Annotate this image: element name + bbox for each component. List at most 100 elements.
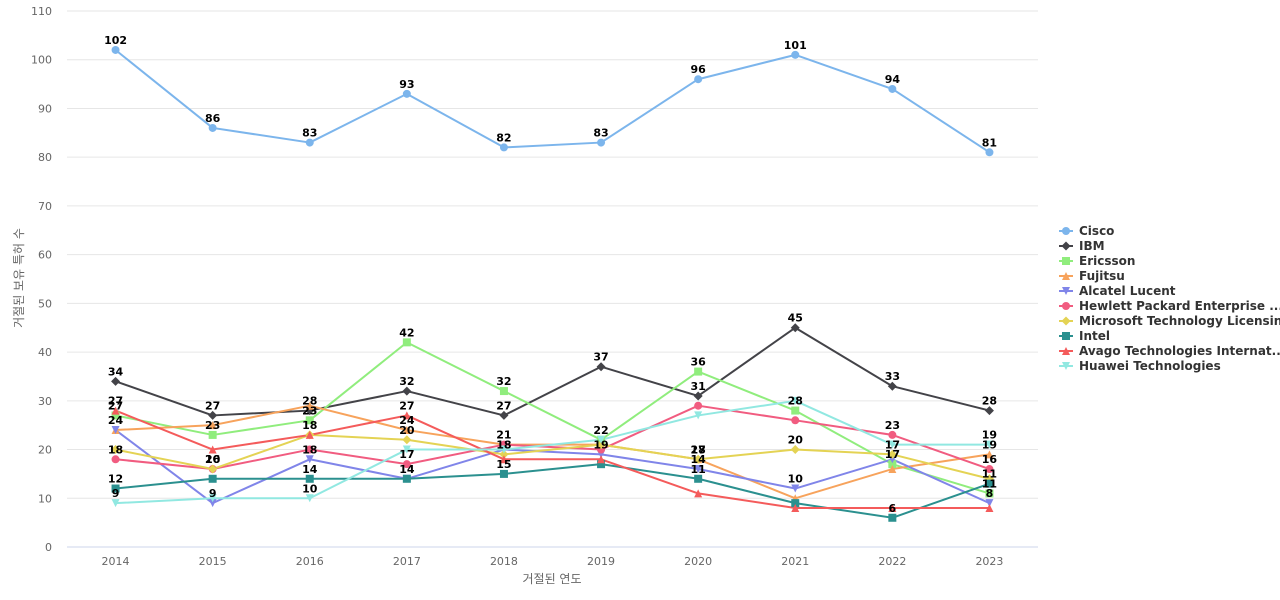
data-point-intel[interactable] [791, 499, 800, 508]
data-point-avago-technologies-internat[interactable] [305, 430, 314, 439]
data-point-fujitsu[interactable] [208, 421, 217, 430]
data-point-huawei-technologies[interactable] [694, 411, 703, 420]
data-point-cisco[interactable] [402, 89, 411, 98]
data-point-fujitsu[interactable] [305, 401, 314, 410]
data-point-fujitsu[interactable] [985, 450, 994, 459]
data-point-ericsson[interactable] [208, 430, 217, 439]
data-point-intel[interactable] [208, 474, 217, 483]
data-point-intel[interactable] [694, 474, 703, 483]
data-point-ericsson[interactable] [402, 338, 411, 347]
data-point-hewlett-packard-enterprise[interactable] [402, 460, 411, 469]
data-point-intel[interactable] [305, 474, 314, 483]
data-point-microsoft-technology-licensing[interactable] [887, 449, 897, 459]
data-point-avago-technologies-internat[interactable] [791, 504, 800, 513]
data-point-cisco[interactable] [888, 84, 897, 93]
data-point-hewlett-packard-enterprise[interactable] [985, 465, 994, 474]
legend-item-ericsson[interactable]: Ericsson [1059, 254, 1135, 268]
legend-item-alcatel-lucent[interactable]: Alcatel Lucent [1059, 284, 1176, 298]
data-point-intel[interactable] [597, 460, 606, 469]
data-point-cisco[interactable] [597, 138, 606, 147]
data-point-microsoft-technology-licensing[interactable] [790, 445, 800, 455]
series-line-hewlett-packard-enterprise[interactable] [114, 404, 991, 471]
data-point-ibm[interactable] [402, 386, 412, 396]
data-point-cisco[interactable] [985, 148, 994, 157]
series-line-cisco[interactable] [114, 48, 991, 154]
data-point-alcatel-lucent[interactable] [985, 499, 994, 508]
data-point-avago-technologies-internat[interactable] [402, 411, 411, 420]
series-line-huawei-technologies[interactable] [114, 399, 991, 505]
data-point-alcatel-lucent[interactable] [694, 465, 703, 474]
data-point-huawei-technologies[interactable] [985, 440, 994, 449]
data-point-ibm[interactable] [984, 406, 994, 416]
data-point-huawei-technologies[interactable] [888, 440, 897, 449]
data-point-hewlett-packard-enterprise[interactable] [694, 401, 703, 410]
data-point-cisco[interactable] [791, 50, 800, 59]
data-point-cisco[interactable] [208, 123, 217, 132]
data-point-alcatel-lucent[interactable] [208, 499, 217, 508]
data-point-ibm[interactable] [111, 376, 121, 386]
data-point-alcatel-lucent[interactable] [305, 455, 314, 464]
data-point-hewlett-packard-enterprise[interactable] [888, 430, 897, 439]
series-line-microsoft-technology-licensing[interactable] [114, 433, 991, 480]
data-point-avago-technologies-internat[interactable] [694, 489, 703, 498]
data-point-avago-technologies-internat[interactable] [888, 504, 897, 513]
series-line-avago-technologies-internat[interactable] [114, 409, 991, 510]
data-point-ericsson[interactable] [985, 489, 994, 498]
data-point-alcatel-lucent[interactable] [888, 455, 897, 464]
data-point-ericsson[interactable] [694, 367, 703, 376]
data-point-huawei-technologies[interactable] [305, 494, 314, 503]
data-point-ericsson[interactable] [499, 387, 508, 396]
data-point-fujitsu[interactable] [402, 426, 411, 435]
data-point-cisco[interactable] [499, 143, 508, 152]
data-point-ericsson[interactable] [888, 460, 897, 469]
data-point-avago-technologies-internat[interactable] [111, 406, 120, 415]
data-point-ibm[interactable] [693, 391, 703, 401]
data-point-microsoft-technology-licensing[interactable] [111, 445, 121, 455]
data-point-ibm[interactable] [596, 362, 606, 372]
data-point-intel[interactable] [402, 474, 411, 483]
data-point-alcatel-lucent[interactable] [791, 484, 800, 493]
data-point-avago-technologies-internat[interactable] [499, 455, 508, 464]
data-point-hewlett-packard-enterprise[interactable] [305, 445, 314, 454]
data-point-ibm[interactable] [208, 410, 218, 420]
data-point-huawei-technologies[interactable] [111, 499, 120, 508]
legend-item-microsoft-technology-licensing[interactable]: Microsoft Technology Licensing [1059, 314, 1280, 328]
data-point-intel[interactable] [499, 469, 508, 478]
data-point-intel[interactable] [985, 479, 994, 488]
data-point-intel[interactable] [111, 484, 120, 493]
data-point-intel[interactable] [888, 513, 897, 522]
data-point-microsoft-technology-licensing[interactable] [499, 449, 509, 459]
data-point-hewlett-packard-enterprise[interactable] [791, 416, 800, 425]
data-point-ibm[interactable] [887, 381, 897, 391]
series-line-alcatel-lucent[interactable] [114, 429, 991, 505]
data-point-alcatel-lucent[interactable] [111, 426, 120, 435]
data-point-avago-technologies-internat[interactable] [208, 445, 217, 454]
legend-item-hewlett-packard-enterprise[interactable]: Hewlett Packard Enterprise ... [1059, 299, 1280, 313]
series-line-ericsson[interactable] [114, 341, 991, 495]
legend-item-huawei-technologies[interactable]: Huawei Technologies [1059, 359, 1221, 373]
data-point-huawei-technologies[interactable] [791, 396, 800, 405]
legend-item-avago-technologies-internat[interactable]: Avago Technologies Internat... [1059, 344, 1280, 358]
data-point-huawei-technologies[interactable] [499, 445, 508, 454]
series-line-intel[interactable] [114, 463, 991, 519]
data-point-microsoft-technology-licensing[interactable] [208, 464, 218, 474]
data-point-huawei-technologies[interactable] [402, 445, 411, 454]
data-point-avago-technologies-internat[interactable] [597, 455, 606, 464]
legend-item-ibm[interactable]: IBM [1059, 239, 1105, 253]
data-point-ericsson[interactable] [305, 416, 314, 425]
data-point-ericsson[interactable] [791, 406, 800, 415]
data-point-fujitsu[interactable] [888, 465, 897, 474]
data-point-huawei-technologies[interactable] [208, 494, 217, 503]
data-point-cisco[interactable] [694, 75, 703, 84]
data-point-microsoft-technology-licensing[interactable] [693, 454, 703, 464]
data-point-hewlett-packard-enterprise[interactable] [597, 445, 606, 454]
data-point-cisco[interactable] [305, 138, 314, 147]
data-point-ericsson[interactable] [111, 411, 120, 420]
data-point-huawei-technologies[interactable] [597, 435, 606, 444]
legend-item-cisco[interactable]: Cisco [1059, 224, 1114, 238]
series-line-ibm[interactable] [114, 326, 991, 417]
legend-item-intel[interactable]: Intel [1059, 329, 1110, 343]
data-point-ibm[interactable] [790, 323, 800, 333]
data-point-hewlett-packard-enterprise[interactable] [111, 455, 120, 464]
data-point-microsoft-technology-licensing[interactable] [596, 440, 606, 450]
